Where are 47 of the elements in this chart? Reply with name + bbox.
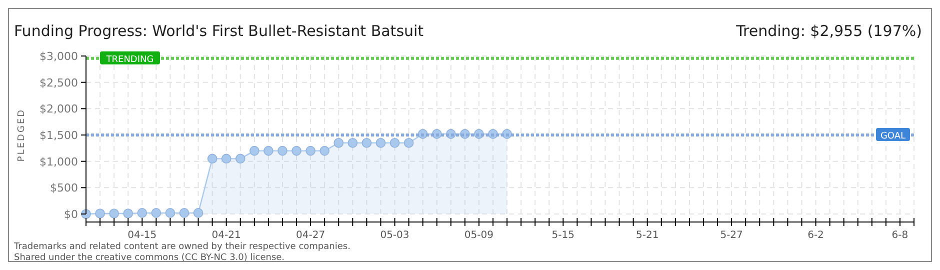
y-tick-label: $2,500	[40, 76, 78, 90]
point	[207, 154, 218, 164]
point	[151, 208, 162, 218]
x-tick-label: 5-15	[552, 230, 575, 241]
point	[193, 208, 204, 218]
point	[362, 138, 372, 148]
y-tick-label: $1,500	[40, 129, 78, 142]
text: Trademarks and related content are owned by their respective companies.	[13, 242, 350, 252]
point	[376, 138, 386, 148]
chart-subtitle: Trending: $2,955 (197%)	[735, 22, 922, 40]
point	[306, 146, 316, 156]
y-tick-label: $0	[64, 208, 78, 221]
x-tick-label: 04-15	[128, 230, 157, 241]
y-axis-title: PLEDGED	[17, 108, 27, 162]
x-tick-label: 5-27	[720, 230, 743, 241]
y-tick-label: $500	[50, 182, 78, 195]
point	[264, 146, 274, 156]
x-tick-label: 6-8	[892, 230, 908, 241]
x-tick-label: 5-21	[636, 230, 659, 241]
point	[123, 208, 133, 218]
text: Shared under the creative commons (CC BY-NC 3.0) license.	[14, 253, 285, 263]
y-tick-label: $2,000	[40, 102, 78, 116]
y-tick-label: $1,000	[40, 155, 78, 168]
point	[165, 208, 176, 218]
point	[320, 146, 330, 156]
point	[179, 208, 190, 218]
x-tick-label: 05-09	[464, 230, 494, 241]
x-tick-label: 05-03	[380, 230, 410, 241]
point	[235, 154, 246, 164]
ref-line-label: GOAL	[880, 132, 906, 142]
x-tick-label: 04-21	[212, 230, 241, 241]
point	[278, 146, 288, 156]
point	[390, 138, 400, 148]
x-tick-label: 04-27	[296, 230, 326, 241]
point	[95, 208, 105, 218]
point	[137, 208, 148, 218]
point	[109, 208, 119, 218]
y-tick-label: $3,000	[40, 50, 78, 63]
point	[404, 138, 414, 148]
point	[292, 146, 302, 156]
point	[334, 138, 344, 148]
point	[221, 154, 232, 164]
point	[250, 146, 260, 156]
chart-title: Funding Progress: World's First Bullet-Resistant Batsuit	[14, 22, 424, 40]
ref-line-label: TRENDING	[105, 54, 154, 65]
x-tick-label: 6-2	[808, 230, 824, 241]
point	[348, 138, 358, 148]
